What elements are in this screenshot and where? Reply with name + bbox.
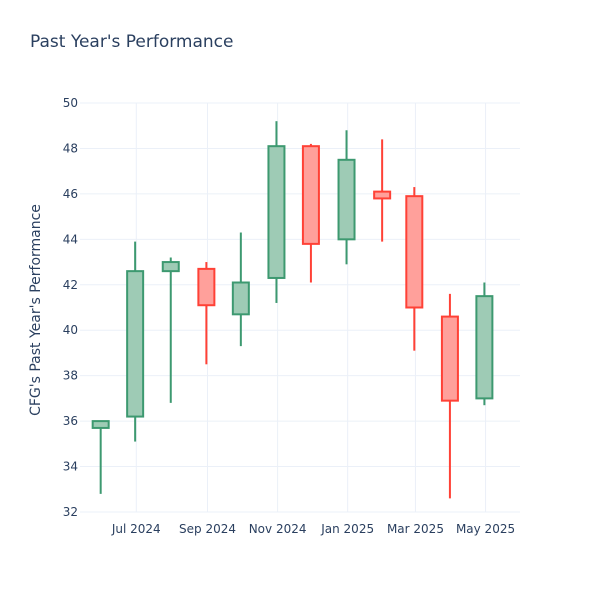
candle-body [161, 261, 180, 273]
x-tick-label: Nov 2024 [249, 522, 307, 536]
chart-title: Past Year's Performance [30, 32, 234, 52]
candle-body [231, 281, 250, 316]
y-tick-label: 46 [63, 187, 78, 201]
x-tick-label: May 2025 [456, 522, 515, 536]
candle-body [197, 267, 216, 307]
y-tick-label: 48 [63, 141, 78, 155]
candle-body [475, 295, 494, 400]
candle-body [440, 315, 459, 402]
candle-increasing [161, 257, 180, 403]
candle-decreasing [440, 293, 459, 499]
y-tick-label: 38 [63, 369, 78, 383]
candle-body [301, 145, 320, 245]
grid [80, 102, 520, 513]
candles [91, 121, 494, 499]
candle-increasing [475, 282, 494, 406]
y-tick-label: 40 [63, 323, 78, 337]
candle-increasing [267, 121, 286, 303]
y-tick-label: 32 [63, 505, 78, 519]
candle-increasing [231, 232, 250, 347]
x-tick-label: Mar 2025 [387, 522, 444, 536]
x-tick-label: Jul 2024 [111, 522, 161, 536]
candle-body [337, 158, 356, 241]
candle-body [91, 420, 110, 429]
candle-increasing [126, 241, 145, 442]
y-tick-label: 42 [63, 278, 78, 292]
candle-decreasing [197, 262, 216, 365]
x-tick-label: Sep 2024 [179, 522, 236, 536]
candle-decreasing [301, 143, 320, 283]
y-tick-label: 34 [63, 460, 78, 474]
tick-labels: 32 34 36 38 40 42 44 46 48 50 Jul 2024 Sep 2024 Nov … [63, 96, 515, 536]
candle-body [373, 190, 392, 200]
candle-body [126, 270, 145, 418]
candle-increasing [91, 420, 110, 494]
y-tick-label: 36 [63, 414, 78, 428]
y-tick-label: 44 [63, 232, 78, 246]
x-tick-label: Jan 2025 [320, 522, 374, 536]
y-tick-label: 50 [63, 96, 78, 110]
y-axis-title: CFG's Past Year's Performance [28, 204, 44, 416]
candle-decreasing [373, 139, 392, 242]
candle-body [405, 195, 424, 309]
candle-body [267, 145, 286, 279]
candle-decreasing [405, 187, 424, 351]
candle-increasing [337, 130, 356, 265]
